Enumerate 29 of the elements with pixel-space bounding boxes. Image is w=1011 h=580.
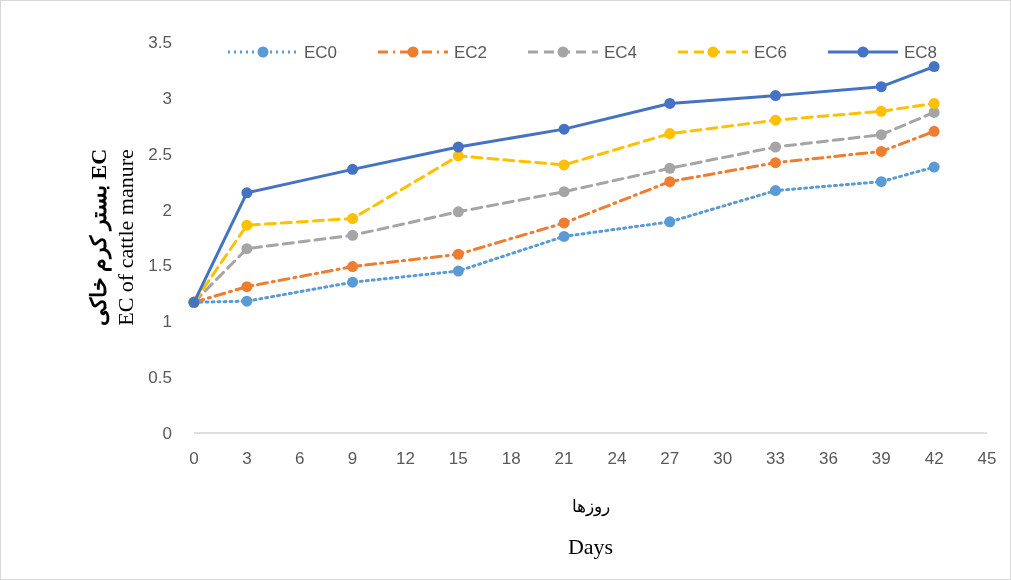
y-tick-label: 2 xyxy=(162,200,172,220)
y-tick-label: 1 xyxy=(162,312,172,332)
x-tick-label: 0 xyxy=(189,449,199,468)
x-tick-label: 3 xyxy=(242,449,252,468)
x-tick-label: 15 xyxy=(448,449,468,468)
x-tick-label: 12 xyxy=(396,449,415,468)
x-tick-label: 45 xyxy=(977,449,997,468)
y-tick-label: 2.5 xyxy=(148,144,172,164)
x-tick-label: 6 xyxy=(295,449,305,468)
x-tick-label: 27 xyxy=(660,449,680,468)
legend-label: EC4 xyxy=(604,43,638,62)
legend-label: EC0 xyxy=(304,43,338,62)
legend-label: EC6 xyxy=(754,43,788,62)
y-tick-label: 3.5 xyxy=(148,33,172,52)
x-tick-label: 36 xyxy=(818,449,838,468)
x-tick-label: 42 xyxy=(924,449,944,468)
y-tick-label: 0.5 xyxy=(148,368,172,388)
y-tick-label: 3 xyxy=(162,88,172,108)
x-tick-label: 30 xyxy=(713,449,733,468)
x-tick-label: 18 xyxy=(501,449,521,468)
x-tick-label: 24 xyxy=(607,449,627,468)
legend-label: EC8 xyxy=(904,43,938,62)
x-tick-label: 39 xyxy=(871,449,891,468)
x-tick-label: 21 xyxy=(554,449,574,468)
legend-label: EC2 xyxy=(454,43,488,62)
y-tick-label: 1.5 xyxy=(148,256,172,276)
x-tick-label: 9 xyxy=(347,449,358,468)
x-tick-label: 33 xyxy=(766,449,785,468)
y-tick-label: 0 xyxy=(162,424,172,443)
